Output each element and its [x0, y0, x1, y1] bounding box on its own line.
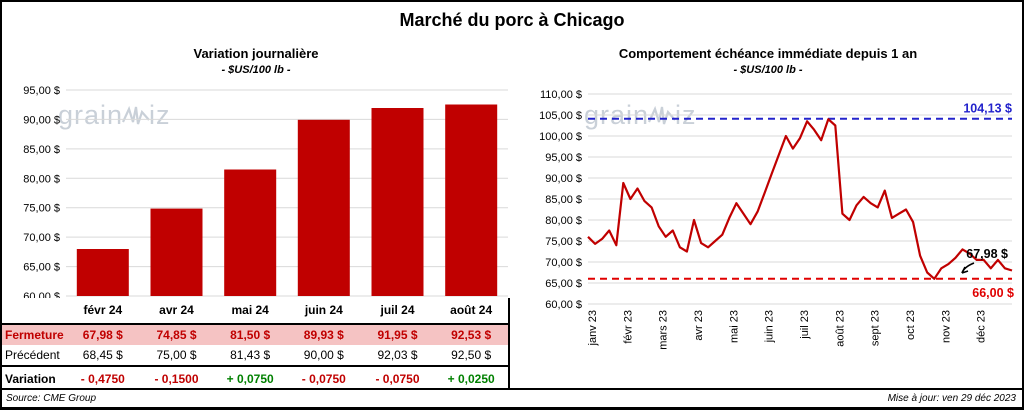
x-tick-label: oct 23 [905, 310, 917, 340]
watermark-zigzag-icon [648, 105, 676, 124]
row-label: Fermeture [5, 328, 64, 342]
daily-variation-bar-chart: 60,00 $ 65,00 $ 70,00 $ 75,00 $ 80,00 $ 85,00… [23, 85, 508, 298]
y-tick-label: 90,00 $ [23, 114, 60, 126]
precedent-row: Précédent 68,45 $ 75,00 $ 81,43 $ 90,00 $ 92,… [2, 345, 508, 367]
update-note: Mise à jour: ven 29 déc 2023 [887, 393, 1016, 404]
value-cell: 81,50 $ [230, 328, 271, 342]
last-price-label: 67,98 $ [966, 247, 1008, 261]
immediate-maturity-subtitle: - $US/100 lb - [733, 64, 803, 76]
value-cell: 92,53 $ [451, 328, 492, 342]
y-tick-label: 85,00 $ [23, 144, 60, 156]
x-tick-label: févr 23 [622, 310, 634, 344]
y-tick-label: 65,00 $ [545, 278, 582, 290]
x-tick-label: sept 23 [870, 310, 882, 346]
y-tick-label: 100,00 $ [539, 131, 582, 143]
source-note: Source: CME Group [6, 393, 97, 404]
value-cell: avr 24 [159, 303, 194, 317]
y-tick-label: 60,00 $ [545, 299, 582, 311]
month-header-row: févr 24 avr 24 mai 24 juin 24 juil 24 août 24 [2, 298, 508, 325]
x-tick-label: avr 23 [693, 310, 705, 341]
x-tick-label: nov 23 [940, 310, 952, 343]
x-tick-label: déc 23 [976, 310, 988, 343]
row-label: Précédent [5, 348, 60, 362]
value-cell: 75,00 $ [156, 348, 197, 362]
variation-row: Variation - 0,4750 - 0,1500 + 0,0750 - 0,075… [2, 367, 508, 391]
yearly-price-line-chart: 60,00 $ 65,00 $ 70,00 $ 75,00 $ 80,00 $ 85,00… [539, 89, 1014, 350]
variation-cell: - 0,0750 [375, 372, 420, 386]
y-tick-label: 65,00 $ [23, 262, 60, 274]
value-cell: mai 24 [231, 303, 269, 317]
x-tick-label: mai 23 [728, 310, 740, 343]
variation-cell: + 0,0750 [226, 372, 274, 386]
bar [445, 104, 498, 296]
value-cell: 90,00 $ [303, 348, 344, 362]
daily-variation-subtitle: - $US/100 lb - [221, 64, 291, 76]
watermark-text-iz: iz [149, 100, 171, 130]
bar [224, 169, 277, 296]
y-tick-label: 75,00 $ [23, 203, 60, 215]
value-cell: juin 24 [304, 303, 343, 317]
y-tick-label: 90,00 $ [545, 173, 582, 185]
y-tick-label: 70,00 $ [545, 257, 582, 269]
bar [371, 108, 424, 296]
value-cell: 92,50 $ [451, 348, 492, 362]
value-cell: 91,95 $ [377, 328, 418, 342]
y-tick-label: 75,00 $ [545, 236, 582, 248]
variation-cell: - 0,0750 [301, 372, 346, 386]
y-tick-label: 60,00 $ [23, 291, 60, 298]
row-label: Variation [5, 372, 56, 386]
variation-cell: - 0,1500 [154, 372, 199, 386]
y-tick-label: 80,00 $ [545, 215, 582, 227]
fermeture-row: Fermeture 67,98 $ 74,85 $ 81,50 $ 89,93 $ 91,… [2, 325, 508, 345]
price-table: févr 24 avr 24 mai 24 juin 24 juil 24 août 24… [2, 298, 510, 391]
x-tick-label: mars 23 [658, 310, 670, 350]
value-cell: août 24 [450, 303, 493, 317]
annotation-arrowhead [961, 266, 969, 274]
daily-variation-title: Variation journalière [193, 46, 319, 61]
value-cell: 74,85 $ [156, 328, 197, 342]
y-tick-label: 95,00 $ [23, 85, 60, 97]
low-ref-label: 66,00 $ [972, 286, 1014, 300]
grainwiz-watermark-left: grain iz [58, 100, 171, 131]
y-tick-label: 85,00 $ [545, 194, 582, 206]
bar [76, 249, 129, 296]
page-title: Marché du porc à Chicago [399, 10, 625, 30]
high-ref-label: 104,13 $ [963, 102, 1012, 116]
watermark-text-grain: grain [58, 100, 124, 130]
value-cell: juil 24 [380, 303, 415, 317]
value-cell: févr 24 [83, 303, 123, 317]
price-line [587, 118, 1013, 280]
y-tick-label: 70,00 $ [23, 232, 60, 244]
x-tick-label: juin 23 [764, 310, 776, 343]
value-cell: 67,98 $ [82, 328, 123, 342]
footer: Source: CME Group Mise à jour: ven 29 dé… [2, 388, 1022, 407]
y-tick-label: 110,00 $ [540, 89, 582, 101]
immediate-maturity-title: Comportement échéance immédiate depuis 1… [618, 46, 918, 61]
value-cell: 89,93 $ [303, 328, 344, 342]
bar [297, 119, 350, 296]
bar [150, 208, 203, 296]
value-cell: 92,03 $ [377, 348, 418, 362]
variation-cell: + 0,0250 [447, 372, 495, 386]
x-tick-label: janv 23 [587, 310, 599, 346]
watermark-zigzag-icon [122, 105, 150, 124]
y-tick-label: 80,00 $ [23, 173, 60, 185]
variation-cell: - 0,4750 [80, 372, 125, 386]
value-cell: 81,43 $ [230, 348, 271, 362]
x-tick-label: août 23 [834, 310, 846, 347]
y-tick-label: 95,00 $ [545, 152, 582, 164]
x-tick-label: juil 23 [799, 310, 811, 340]
value-cell: 68,45 $ [82, 348, 123, 362]
y-tick-label: 105,00 $ [539, 110, 582, 122]
